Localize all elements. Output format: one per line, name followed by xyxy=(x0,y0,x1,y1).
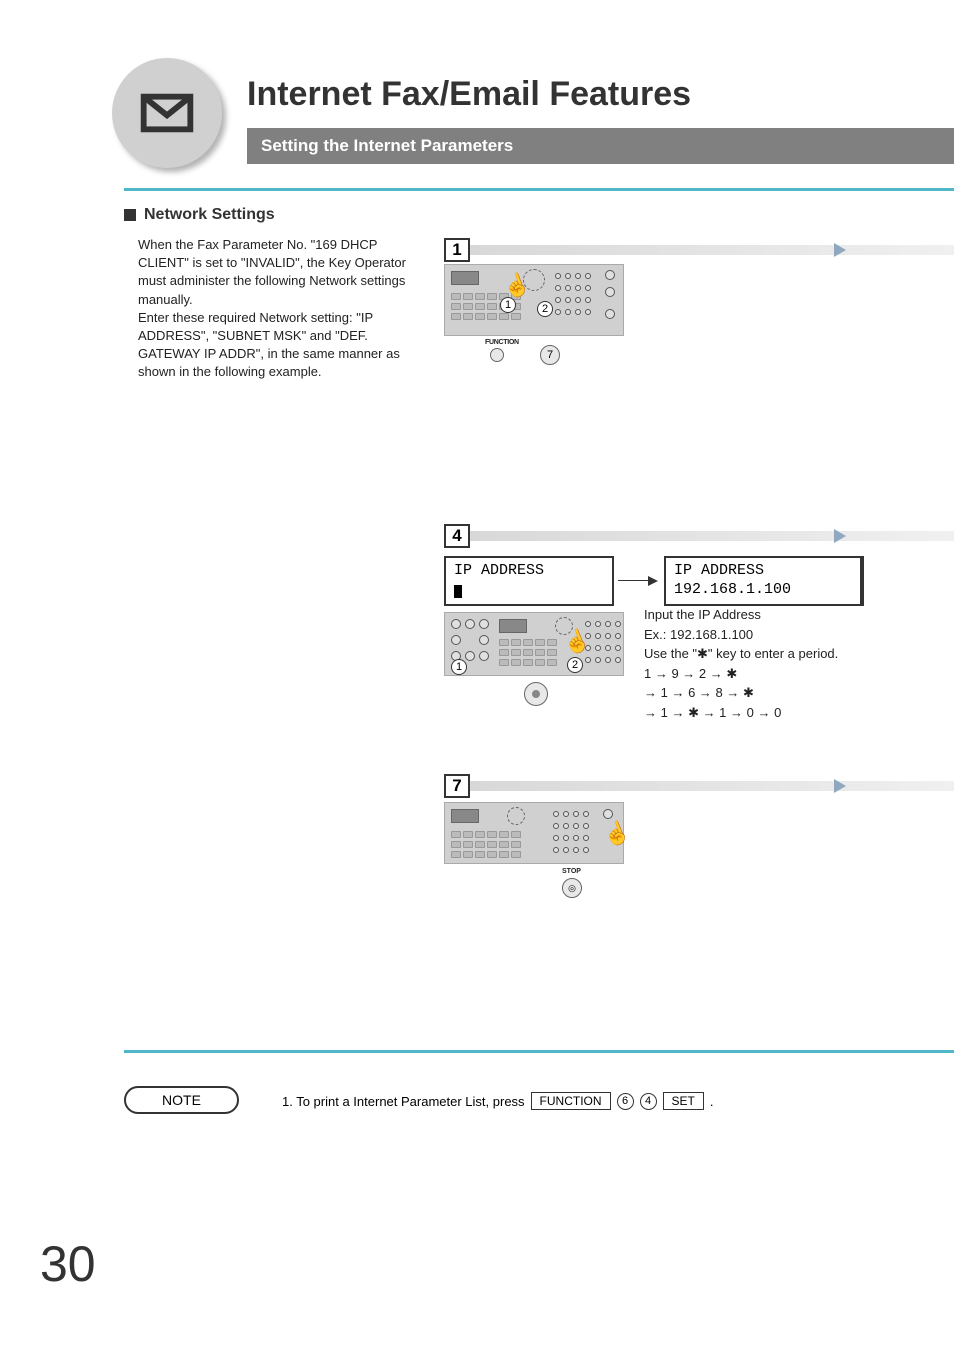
note-label: NOTE xyxy=(162,1092,201,1108)
step4-arrow xyxy=(834,529,846,543)
bottom-rule xyxy=(124,1050,954,1053)
step7-stop-button-icon: ◎ xyxy=(562,878,582,898)
inst-line1: Input the IP Address xyxy=(644,605,864,625)
section-heading: Network Settings xyxy=(124,206,275,224)
function-key: FUNCTION xyxy=(531,1092,611,1110)
step1-number: 1 xyxy=(444,238,470,262)
envelope-icon xyxy=(139,85,195,141)
lcd-ip-address-filled: IP ADDRESS 192.168.1.100 xyxy=(664,556,864,606)
step1-function-label: FUNCTION xyxy=(485,339,519,346)
note-digit-4: 4 xyxy=(640,1093,657,1110)
note-prefix: 1. To print a Internet Parameter List, p… xyxy=(282,1094,525,1109)
lcd-right-line1: IP ADDRESS xyxy=(674,562,852,581)
step7-keypad-illustration: ☝ xyxy=(444,802,624,864)
page-number: 30 xyxy=(40,1235,96,1293)
heading-bullet xyxy=(124,209,136,221)
step4-keypad-illustration: 1 ☝ 2 xyxy=(444,612,624,676)
note-text: 1. To print a Internet Parameter List, p… xyxy=(282,1092,714,1110)
note-pill: NOTE xyxy=(124,1086,239,1114)
intro-paragraph: When the Fax Parameter No. "169 DHCP CLI… xyxy=(138,236,408,382)
step1-keypad-illustration: ☝ 1 2 xyxy=(444,264,624,336)
lcd-arrow-line xyxy=(618,580,648,581)
lcd-left-line1: IP ADDRESS xyxy=(454,562,604,581)
top-rule xyxy=(124,188,954,191)
inst-line5: → 1 → 6 → 8 → ✱ xyxy=(644,683,864,703)
step1-seven-button-icon: 7 xyxy=(540,345,560,365)
step7-number: 7 xyxy=(444,774,470,798)
chapter-subtitle-bar: Setting the Internet Parameters xyxy=(247,128,954,164)
note-digit-6: 6 xyxy=(617,1093,634,1110)
step4-instructions: Input the IP Address Ex.: 192.168.1.100 … xyxy=(644,605,864,722)
note-suffix: . xyxy=(710,1094,714,1109)
chapter-icon-circle xyxy=(112,58,222,168)
inst-line6: → 1 → ✱ → 1 → 0 → 0 xyxy=(644,703,864,723)
chapter-title: Internet Fax/Email Features xyxy=(247,75,691,114)
inst-line4: 1 → 9 → 2 → ✱ xyxy=(644,664,864,684)
step4-selector-icon xyxy=(524,682,548,706)
step7-stop-label: STOP xyxy=(562,868,581,875)
step1-bar xyxy=(470,245,954,255)
step4-number: 4 xyxy=(444,524,470,548)
chapter-subtitle: Setting the Internet Parameters xyxy=(261,136,513,156)
step7-bar xyxy=(470,781,954,791)
section-heading-text: Network Settings xyxy=(144,206,275,224)
step1-function-button-icon xyxy=(490,348,504,362)
lcd-to-lcd-arrow xyxy=(648,576,658,586)
inst-line2: Ex.: 192.168.1.100 xyxy=(644,625,864,645)
step1-arrow xyxy=(834,243,846,257)
step4-bar xyxy=(470,531,954,541)
set-key: SET xyxy=(663,1092,704,1110)
inst-line3: Use the "✱" key to enter a period. xyxy=(644,644,864,664)
step7-arrow xyxy=(834,779,846,793)
lcd-ip-address-blank: IP ADDRESS xyxy=(444,556,614,606)
lcd-cursor xyxy=(454,585,462,598)
lcd-right-line2: 192.168.1.100 xyxy=(674,581,852,600)
